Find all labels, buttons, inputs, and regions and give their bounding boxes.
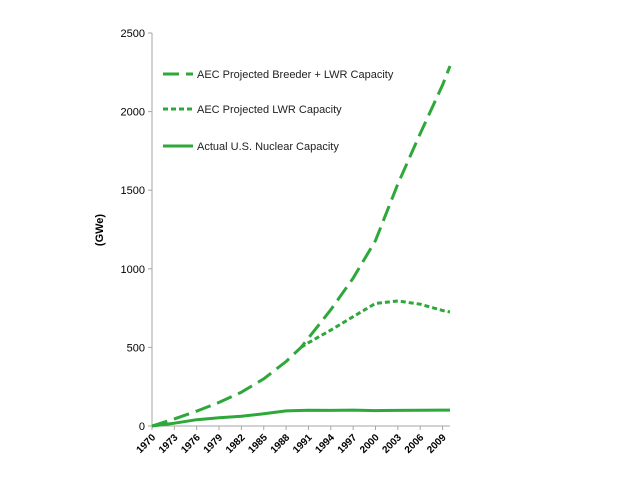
x-tick-label: 2006 <box>403 432 427 456</box>
x-tick-label: 1988 <box>269 432 293 456</box>
y-ticks: 0 500 1000 1500 2000 2500 <box>121 28 152 433</box>
y-tick-label: 2500 <box>121 28 145 40</box>
x-tick-label: 2003 <box>380 432 404 456</box>
axes <box>151 33 450 427</box>
y-tick-label: 500 <box>127 342 145 354</box>
x-tick-label: 1991 <box>291 432 315 456</box>
legend-label-lwr: AEC Projected LWR Capacity <box>197 104 342 116</box>
legend-label-actual: Actual U.S. Nuclear Capacity <box>197 141 339 153</box>
y-tick-label: 0 <box>139 421 145 433</box>
x-tick-label: 1979 <box>202 432 226 456</box>
x-tick-label: 1997 <box>336 432 360 456</box>
legend-item-actual: Actual U.S. Nuclear Capacity <box>163 141 339 153</box>
x-tick-label: 2000 <box>358 432 382 456</box>
series-line-0 <box>151 65 452 428</box>
x-tick-label: 1970 <box>135 432 159 456</box>
y-tick-label: 2000 <box>121 107 145 119</box>
legend-item-breeder: AEC Projected Breeder + LWR Capacity <box>163 69 394 81</box>
y-axis-label: (GWe) <box>94 214 106 247</box>
x-tick-label: 1982 <box>224 432 248 456</box>
x-tick-label: 1985 <box>246 432 270 456</box>
series-lines <box>151 65 452 428</box>
series-line-2 <box>151 408 450 428</box>
x-ticks: 1970197319761979198219851988199119941997… <box>135 426 449 456</box>
legend-label-breeder: AEC Projected Breeder + LWR Capacity <box>197 69 394 81</box>
x-tick-label: 2009 <box>425 432 449 456</box>
x-tick-label: 1973 <box>157 432 181 456</box>
y-tick-label: 1500 <box>121 185 145 197</box>
legend-item-lwr: AEC Projected LWR Capacity <box>163 104 342 116</box>
y-tick-label: 1000 <box>121 264 145 276</box>
x-tick-label: 1976 <box>179 432 203 456</box>
series-line-1 <box>300 299 451 349</box>
legend: AEC Projected Breeder + LWR Capacity AEC… <box>163 69 394 153</box>
x-tick-label: 1994 <box>313 432 337 456</box>
